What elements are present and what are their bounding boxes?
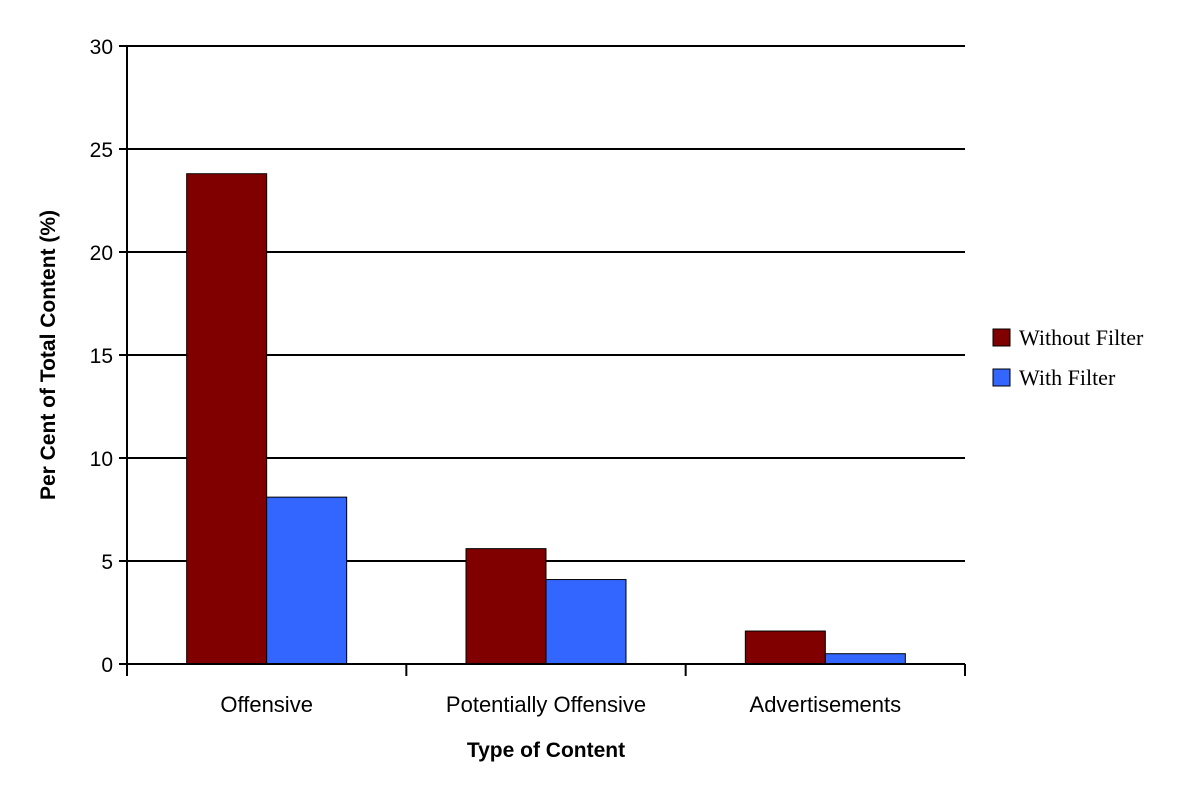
y-axis-ticks: 0 5 10 15 20 25 30	[90, 36, 127, 677]
legend-label: Without Filter	[1019, 325, 1144, 350]
legend-swatch	[992, 368, 1011, 387]
y-tick-label: 10	[90, 448, 113, 471]
bar	[744, 630, 826, 665]
x-axis-ticks	[126, 664, 966, 676]
bar	[465, 548, 547, 665]
legend: Without Filter With Filter	[992, 325, 1144, 390]
legend-swatch	[992, 328, 1011, 347]
y-tick-label: 25	[90, 139, 113, 162]
y-tick-label: 0	[101, 654, 113, 677]
x-tick-label: Potentially Offensive	[446, 692, 646, 717]
bars	[186, 173, 906, 665]
bar	[266, 496, 348, 665]
x-axis-tick-labels: Offensive Potentially Offensive Advertisem…	[220, 692, 901, 717]
bar	[186, 173, 268, 665]
y-tick-label: 30	[90, 36, 113, 59]
y-tick-label: 15	[90, 345, 113, 368]
y-axis-title: Per Cent of Total Content (%)	[37, 210, 60, 500]
bar	[824, 653, 906, 665]
y-tick-label: 5	[101, 551, 113, 574]
bar	[545, 579, 627, 665]
x-tick-label: Offensive	[220, 692, 313, 717]
x-tick-label: Advertisements	[750, 692, 902, 717]
legend-label: With Filter	[1019, 365, 1116, 390]
y-tick-label: 20	[90, 242, 113, 265]
x-axis-title: Type of Content	[467, 739, 625, 762]
